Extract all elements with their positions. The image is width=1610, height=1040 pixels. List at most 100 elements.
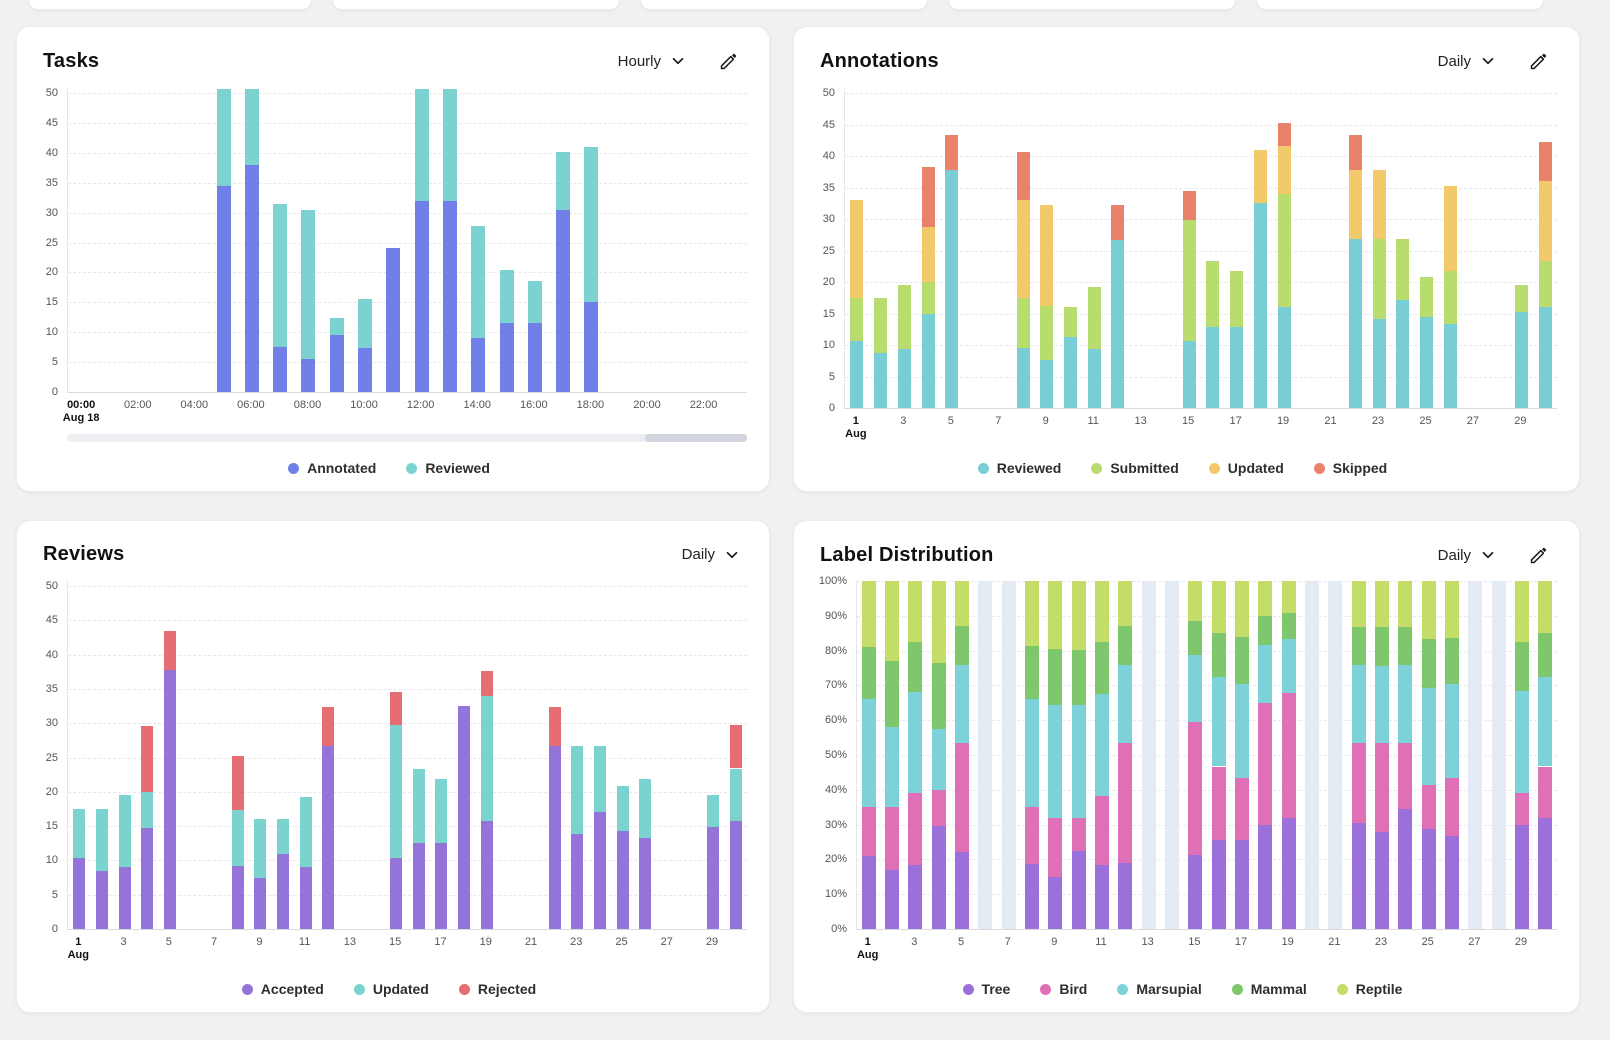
bar-segment-updated[interactable] xyxy=(850,200,864,298)
bar-segment-tree[interactable] xyxy=(1421,828,1436,929)
legend-item-reviewed[interactable]: Reviewed xyxy=(406,460,490,476)
bar-segment-marsupial[interactable] xyxy=(861,699,876,808)
bar-segment-rejected[interactable] xyxy=(231,756,244,810)
bar-segment-updated[interactable] xyxy=(141,791,154,829)
bar-segment-updated[interactable] xyxy=(95,808,108,871)
bar-segment-mammal[interactable] xyxy=(1071,649,1086,705)
bar-segment-marsupial[interactable] xyxy=(1188,654,1203,722)
bar-segment-marsupial[interactable] xyxy=(931,728,946,790)
bar-segment-mammal[interactable] xyxy=(1118,626,1133,666)
bar-segment-annotated[interactable] xyxy=(584,302,599,392)
bar-segment-mammal[interactable] xyxy=(1375,626,1389,666)
bar-segment-annotated[interactable] xyxy=(414,200,429,392)
bar-segment-updated[interactable] xyxy=(435,779,448,843)
bar-segment-bird[interactable] xyxy=(955,742,969,853)
bar-segment-annotated[interactable] xyxy=(471,338,486,392)
bar-segment-reviewed[interactable] xyxy=(1514,312,1528,408)
bar-segment-marsupial[interactable] xyxy=(1211,677,1226,767)
bar-segment-updated[interactable] xyxy=(593,745,606,812)
bar-segment-marsupial[interactable] xyxy=(1351,665,1366,744)
bar-segment-reviewed[interactable] xyxy=(850,340,864,408)
bar-segment-annotated[interactable] xyxy=(244,164,259,392)
bar-segment-submitted[interactable] xyxy=(874,297,888,354)
bar-segment-mammal[interactable] xyxy=(1351,626,1366,666)
bar-segment-marsupial[interactable] xyxy=(1235,684,1249,778)
bar-segment-tree[interactable] xyxy=(1375,831,1389,929)
bar-segment-mammal[interactable] xyxy=(1258,615,1273,645)
bar-segment-reviewed[interactable] xyxy=(216,89,231,186)
bar-segment-accepted[interactable] xyxy=(118,867,131,929)
legend-item-submitted[interactable]: Submitted xyxy=(1091,460,1179,476)
bar-segment-reviewed[interactable] xyxy=(1396,299,1410,408)
bar-segment-accepted[interactable] xyxy=(163,669,176,929)
bar-segment-marsupial[interactable] xyxy=(1515,691,1529,793)
bar-segment-skipped[interactable] xyxy=(1111,204,1125,240)
bar-segment-updated[interactable] xyxy=(73,808,86,858)
bar-segment-reviewed[interactable] xyxy=(244,89,259,165)
bar-segment-rejected[interactable] xyxy=(480,671,493,697)
bar-segment-reviewed[interactable] xyxy=(1419,316,1433,408)
bar-segment-bird[interactable] xyxy=(908,793,923,865)
bar-segment-reptile[interactable] xyxy=(1118,581,1133,627)
bar-segment-tree[interactable] xyxy=(1515,825,1529,929)
bar-segment-reviewed[interactable] xyxy=(442,89,457,201)
bar-segment-updated[interactable] xyxy=(571,745,584,834)
legend-item-skipped[interactable]: Skipped xyxy=(1313,460,1387,476)
bar-segment-accepted[interactable] xyxy=(299,867,312,929)
bar-segment-mammal[interactable] xyxy=(1211,633,1226,678)
bar-segment-tree[interactable] xyxy=(861,855,876,929)
bar-segment-reviewed[interactable] xyxy=(874,353,888,408)
bar-segment-reviewed[interactable] xyxy=(273,203,288,348)
bar-segment-bird[interactable] xyxy=(1188,721,1203,856)
bar-segment-updated[interactable] xyxy=(1253,150,1267,204)
bar-segment-reptile[interactable] xyxy=(1071,581,1086,650)
bar-segment-updated[interactable] xyxy=(412,768,425,843)
legend-item-reviewed[interactable]: Reviewed xyxy=(977,460,1061,476)
bar-segment-bird[interactable] xyxy=(1048,817,1063,877)
bar-segment-reptile[interactable] xyxy=(1048,581,1063,649)
bar-segment-reviewed[interactable] xyxy=(1538,307,1552,408)
bar-segment-updated[interactable] xyxy=(639,779,652,839)
bar-segment-bird[interactable] xyxy=(931,789,946,827)
bar-segment-skipped[interactable] xyxy=(1016,152,1030,201)
bar-segment-submitted[interactable] xyxy=(850,297,864,341)
bar-segment-annotated[interactable] xyxy=(216,185,231,392)
bar-segment-updated[interactable] xyxy=(707,794,720,828)
bar-segment-bird[interactable] xyxy=(1421,784,1436,829)
bar-segment-submitted[interactable] xyxy=(1087,287,1101,350)
bar-segment-tree[interactable] xyxy=(1118,862,1133,929)
bar-segment-submitted[interactable] xyxy=(1538,261,1552,308)
bar-segment-reviewed[interactable] xyxy=(945,169,959,408)
bar-segment-marsupial[interactable] xyxy=(1281,639,1296,694)
bar-segment-reviewed[interactable] xyxy=(1230,327,1244,408)
bar-segment-marsupial[interactable] xyxy=(1445,683,1459,778)
bar-segment-marsupial[interactable] xyxy=(955,665,969,743)
bar-segment-tree[interactable] xyxy=(885,869,899,929)
bar-segment-reviewed[interactable] xyxy=(897,349,911,408)
bar-segment-mammal[interactable] xyxy=(1025,646,1039,700)
bar-segment-reptile[interactable] xyxy=(1025,581,1039,647)
bar-segment-marsupial[interactable] xyxy=(1398,665,1413,744)
bar-segment-reviewed[interactable] xyxy=(1111,239,1125,408)
bar-segment-bird[interactable] xyxy=(1351,743,1366,823)
bar-segment-updated[interactable] xyxy=(254,819,267,878)
bar-segment-updated[interactable] xyxy=(390,724,403,858)
bar-segment-updated[interactable] xyxy=(1348,169,1362,240)
bar-segment-accepted[interactable] xyxy=(707,827,720,929)
bar-segment-accepted[interactable] xyxy=(231,865,244,929)
bar-segment-mammal[interactable] xyxy=(1515,641,1529,692)
bar-segment-accepted[interactable] xyxy=(616,830,629,929)
bar-segment-rejected[interactable] xyxy=(322,707,335,746)
bar-segment-reptile[interactable] xyxy=(1258,581,1273,616)
bar-segment-reptile[interactable] xyxy=(1375,581,1389,627)
bar-segment-tree[interactable] xyxy=(908,864,923,929)
bar-segment-submitted[interactable] xyxy=(1419,276,1433,317)
bar-segment-reviewed[interactable] xyxy=(1277,307,1291,408)
bar-segment-reviewed[interactable] xyxy=(414,89,429,201)
bar-segment-submitted[interactable] xyxy=(1182,220,1196,341)
bar-segment-annotated[interactable] xyxy=(301,359,316,392)
bar-segment-reptile[interactable] xyxy=(861,581,876,648)
bar-segment-reptile[interactable] xyxy=(1398,581,1413,627)
bar-segment-annotated[interactable] xyxy=(273,347,288,392)
bar-segment-submitted[interactable] xyxy=(1372,239,1386,320)
